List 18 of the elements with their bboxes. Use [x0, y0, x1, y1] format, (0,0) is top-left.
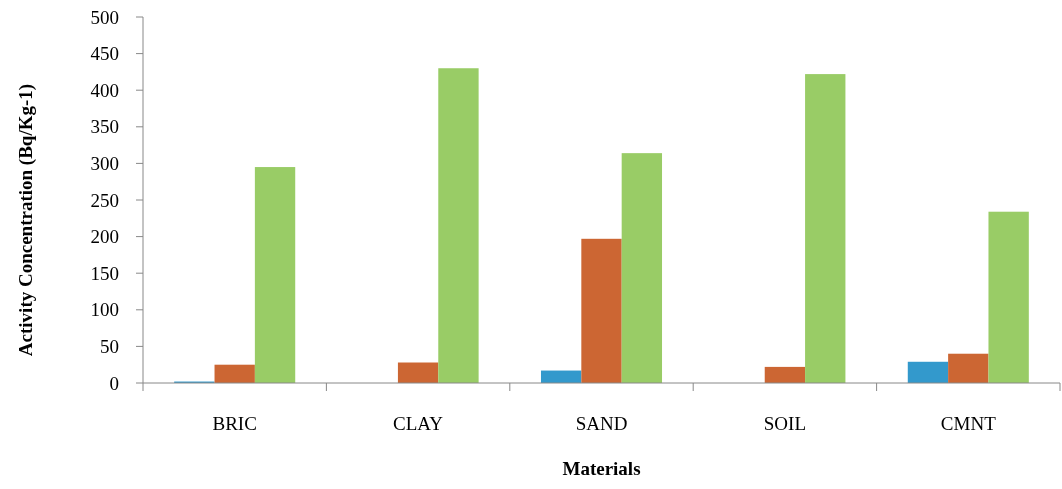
y-axis-title: Activity Concentration (Bq/Kg-1): [15, 83, 37, 357]
y-tick-label: 0: [109, 372, 119, 394]
y-tick-label: 300: [90, 153, 119, 175]
y-tick-label: 200: [90, 226, 119, 248]
y-tick-label: 400: [90, 79, 119, 101]
y-tick-label: 250: [90, 189, 119, 211]
y-tick-label: 450: [90, 43, 119, 65]
x-tick-label: SAND: [575, 413, 628, 434]
y-tick-label: 500: [90, 6, 119, 28]
y-tick-label: 150: [90, 262, 119, 284]
y-tick-label: 350: [90, 116, 119, 138]
x-tick-label: BRIC: [212, 413, 257, 434]
x-tick-label: CLAY: [393, 413, 444, 434]
x-axis-title: Materials: [562, 458, 641, 479]
y-tick-label: 100: [90, 299, 119, 321]
x-tick-label: CMNT: [940, 413, 997, 434]
x-tick-label: SOIL: [763, 413, 807, 434]
y-tick-label: 50: [100, 336, 119, 358]
